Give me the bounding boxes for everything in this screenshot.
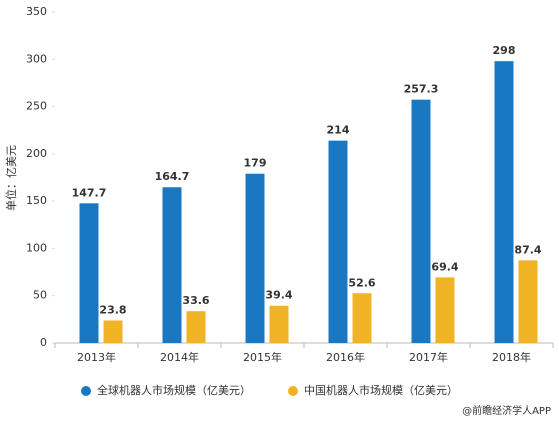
x-tick-label: 2018年 <box>492 350 531 364</box>
value-label: 257.3 <box>404 83 439 96</box>
legend-label: 全球机器人市场规模（亿美元） <box>97 383 251 397</box>
bar <box>269 305 289 343</box>
bar <box>79 203 99 343</box>
x-tick-label: 2015年 <box>243 350 282 364</box>
x-tick-label: 2014年 <box>160 350 199 364</box>
bar <box>411 99 431 343</box>
value-label: 52.6 <box>348 276 375 289</box>
y-tick-label: 250 <box>26 100 47 113</box>
bar <box>103 320 123 343</box>
value-label: 33.6 <box>182 294 209 307</box>
legend-marker <box>288 386 298 396</box>
bar <box>494 61 514 343</box>
bar <box>435 277 455 343</box>
value-label: 69.4 <box>431 260 458 273</box>
value-label: 39.4 <box>265 289 292 302</box>
value-label: 147.7 <box>72 186 107 199</box>
value-label: 164.7 <box>155 170 190 183</box>
x-tick-label: 2017年 <box>409 350 448 364</box>
bar <box>518 260 538 343</box>
y-tick-label: 350 <box>26 5 47 18</box>
legend-label: 中国机器人市场规模（亿美元） <box>304 383 458 397</box>
x-tick-label: 2013年 <box>77 350 116 364</box>
value-label: 214 <box>327 124 350 137</box>
x-tick-label: 2016年 <box>326 350 365 364</box>
y-tick-label: 150 <box>26 194 47 207</box>
source: @前瞻经济学人APP <box>462 404 551 417</box>
y-tick-label: 100 <box>26 241 47 254</box>
legend-marker <box>81 386 91 396</box>
y-tick-label: 50 <box>33 289 47 302</box>
bar <box>352 293 372 343</box>
y-tick-label: 300 <box>26 52 47 65</box>
bar <box>245 173 265 343</box>
bar <box>162 187 182 343</box>
value-label: 23.8 <box>99 303 126 316</box>
bar <box>328 140 348 343</box>
value-label: 87.4 <box>514 243 541 256</box>
bar <box>186 311 206 343</box>
y-tick-label: 200 <box>26 147 47 160</box>
y-tick-label: 0 <box>40 336 47 349</box>
value-label: 298 <box>493 44 516 57</box>
value-label: 179 <box>244 157 267 170</box>
y-axis-label: 单位：亿美元 <box>4 145 18 211</box>
